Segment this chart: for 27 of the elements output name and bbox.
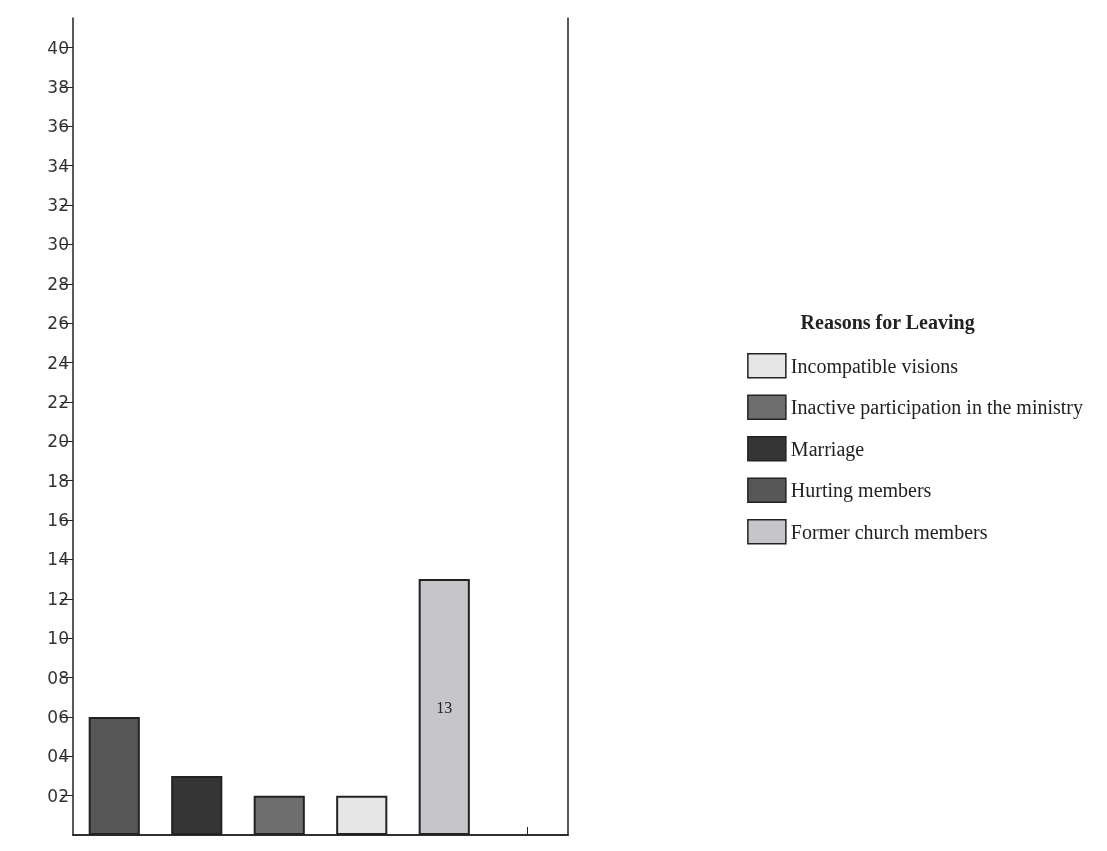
y-tick-label: 20 [47, 431, 69, 452]
legend-title: Reasons for Leaving [800, 311, 975, 334]
y-tick-label: 12 [47, 588, 69, 609]
y-tick-label: 22 [47, 391, 69, 412]
y-tick-label: 34 [47, 155, 69, 176]
y-tick-label: 26 [47, 313, 69, 334]
y-tick-label: 08 [47, 667, 69, 688]
y-tick-label: 40 [47, 37, 69, 58]
y-tick-label: 28 [47, 273, 69, 294]
y-tick-label: 30 [47, 234, 69, 255]
y-tick-label: 06 [47, 706, 69, 727]
y-tick-label: 32 [47, 195, 69, 216]
y-tick-label: 24 [47, 352, 69, 373]
y-tick-label: 10 [47, 628, 69, 649]
y-tick-label: 38 [47, 76, 69, 97]
legend-label: Inactive participation in the ministry [790, 396, 1083, 420]
y-tick-label: 36 [47, 116, 69, 137]
y-tick-label: 18 [47, 470, 69, 491]
y-tick-label: 04 [47, 746, 69, 767]
legend-label: Hurting members [790, 479, 932, 503]
y-tick-label: 14 [47, 549, 69, 570]
legend-label: Former church members [790, 520, 988, 543]
legend-label: Incompatible visions [790, 354, 959, 378]
y-tick-label: 02 [47, 785, 69, 806]
data-label: 13 [436, 698, 453, 716]
y-tick-label: 16 [47, 510, 69, 531]
legend-label: Marriage [790, 437, 865, 461]
